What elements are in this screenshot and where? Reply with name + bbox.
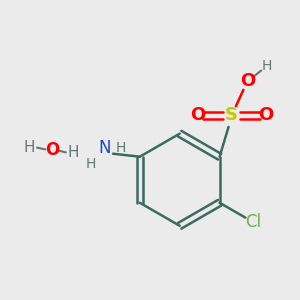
Text: H: H [262, 59, 272, 73]
Text: H: H [115, 141, 126, 155]
Text: O: O [240, 72, 256, 90]
Text: H: H [85, 157, 96, 171]
Text: O: O [258, 106, 273, 124]
Text: H: H [68, 146, 79, 160]
Text: S: S [225, 106, 238, 124]
Text: H: H [24, 140, 35, 154]
Text: O: O [190, 106, 205, 124]
Text: O: O [45, 141, 59, 159]
Text: N: N [98, 139, 110, 157]
Text: Cl: Cl [245, 213, 261, 231]
